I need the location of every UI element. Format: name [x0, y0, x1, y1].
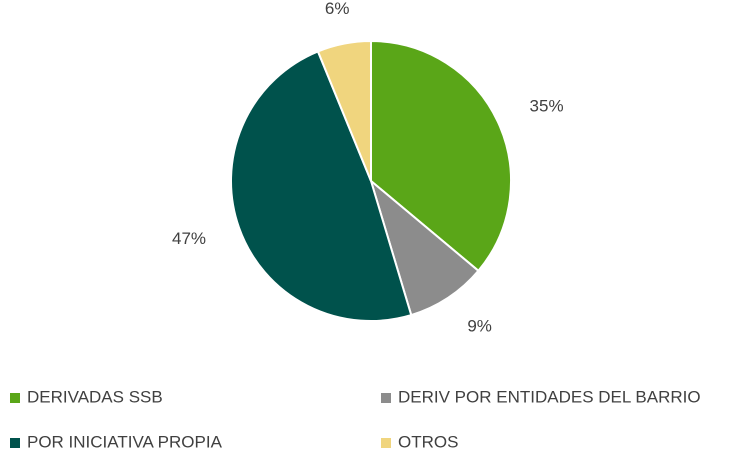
- legend-label: DERIV POR ENTIDADES DEL BARRIO: [398, 387, 701, 406]
- pie-slice: [369, 178, 480, 317]
- legend-label: OTROS: [398, 432, 458, 451]
- data-label: 47%: [172, 229, 206, 248]
- pie-slice: [230, 50, 413, 322]
- legend-swatch: [381, 393, 391, 403]
- legend-label: DERIVADAS SSB: [27, 387, 163, 406]
- data-label: 35%: [530, 96, 564, 115]
- legend-swatch: [10, 438, 20, 448]
- legend-swatch: [381, 438, 391, 448]
- legend-label: POR INICIATIVA PROPIA: [27, 432, 223, 451]
- data-label: 9%: [467, 317, 492, 336]
- pie-slice: [316, 39, 372, 182]
- data-label: 6%: [325, 0, 350, 18]
- pie-slice: [370, 39, 512, 273]
- legend-swatch: [10, 393, 20, 403]
